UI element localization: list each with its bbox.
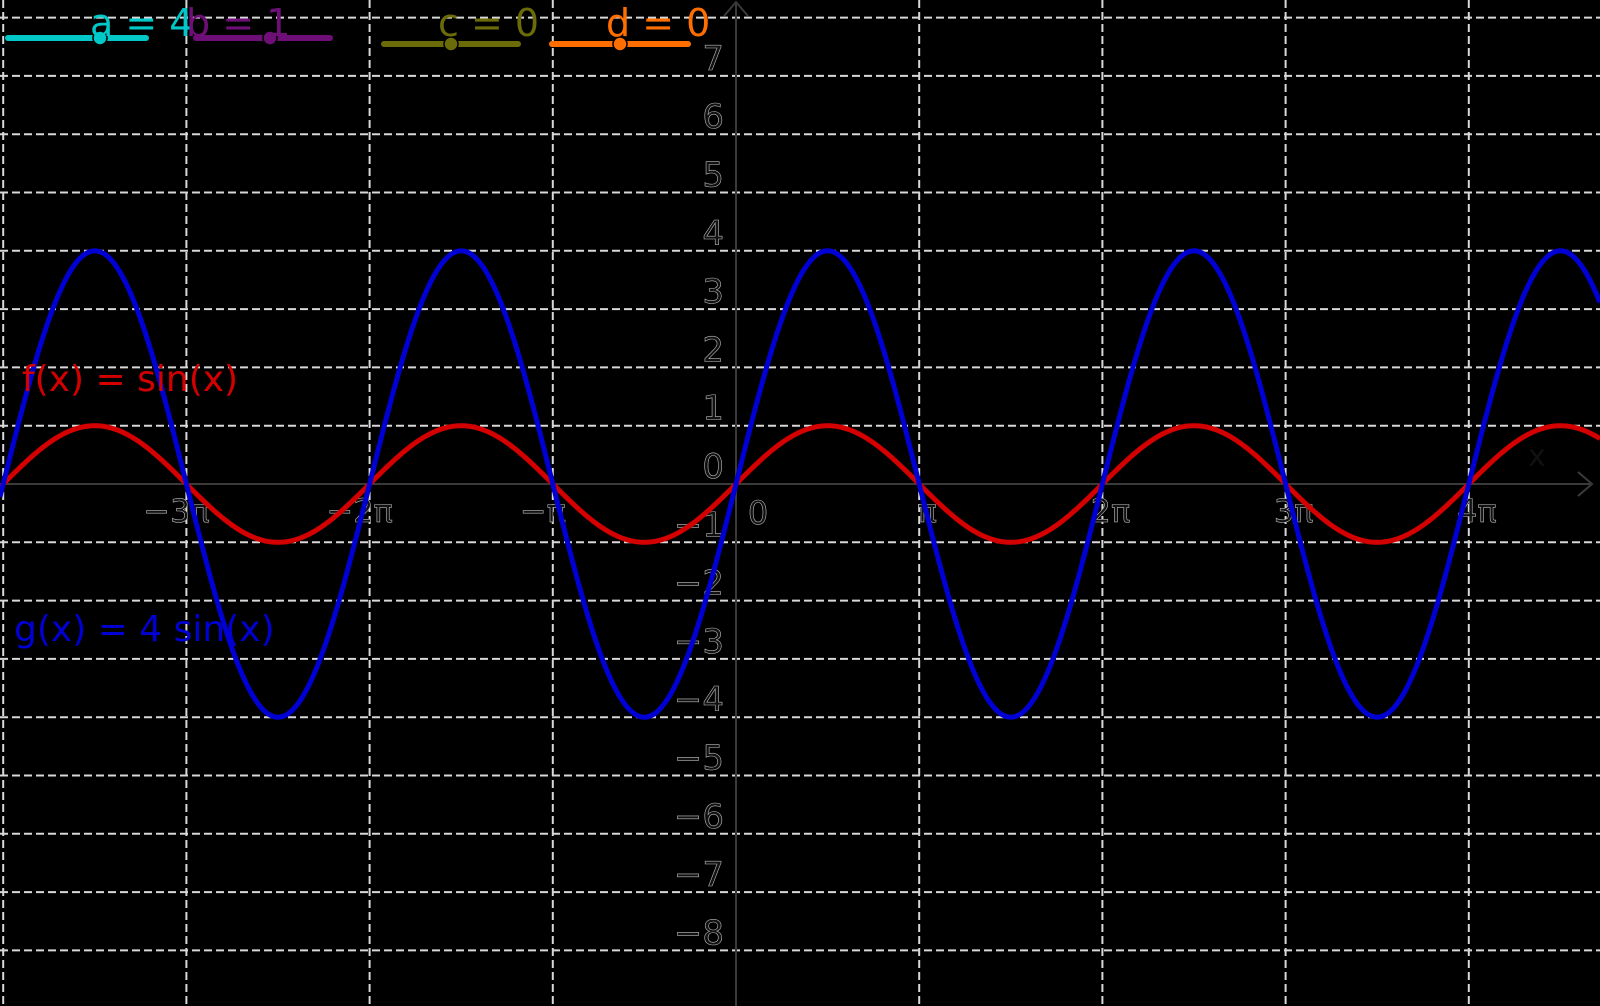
svg-text:−4: −4 — [674, 680, 724, 720]
svg-text:−7: −7 — [674, 855, 724, 895]
f-label[interactable]: f(x) = sin(x) — [22, 359, 239, 400]
svg-text:2: 2 — [702, 330, 724, 370]
slider-b-handle — [262, 30, 278, 46]
svg-text:4: 4 — [702, 214, 724, 254]
svg-text:−5: −5 — [674, 739, 724, 779]
slider-d-handle — [612, 36, 628, 52]
svg-text:5: 5 — [702, 156, 724, 196]
svg-text:−3: −3 — [674, 622, 724, 662]
svg-text:−1: −1 — [674, 505, 724, 545]
parameter-sliders[interactable] — [5, 30, 691, 52]
slider-a-label: a = 4 — [90, 1, 194, 45]
svg-text:0: 0 — [702, 447, 724, 487]
svg-text:−6: −6 — [674, 797, 724, 837]
svg-text:6: 6 — [702, 97, 724, 137]
svg-text:1: 1 — [702, 389, 724, 429]
svg-text:−2: −2 — [674, 564, 724, 604]
svg-text:0: 0 — [748, 494, 768, 532]
slider-b-label: b = 1 — [186, 1, 291, 45]
svg-text:3: 3 — [702, 272, 724, 312]
f-curve — [0, 423, 1600, 545]
g-curve — [0, 248, 1600, 720]
svg-text:−8: −8 — [674, 913, 724, 953]
slider-d-label: d = 0 — [606, 1, 711, 45]
x-axis-label: x — [1528, 439, 1546, 474]
g-label[interactable]: g(x) = 4 sin(x) — [14, 609, 275, 650]
svg-text:7: 7 — [702, 39, 724, 79]
slider-c-label: c = 0 — [438, 1, 540, 45]
slider-a-handle — [92, 30, 108, 46]
slider-c-handle — [443, 36, 459, 52]
function-curves — [0, 248, 1600, 720]
